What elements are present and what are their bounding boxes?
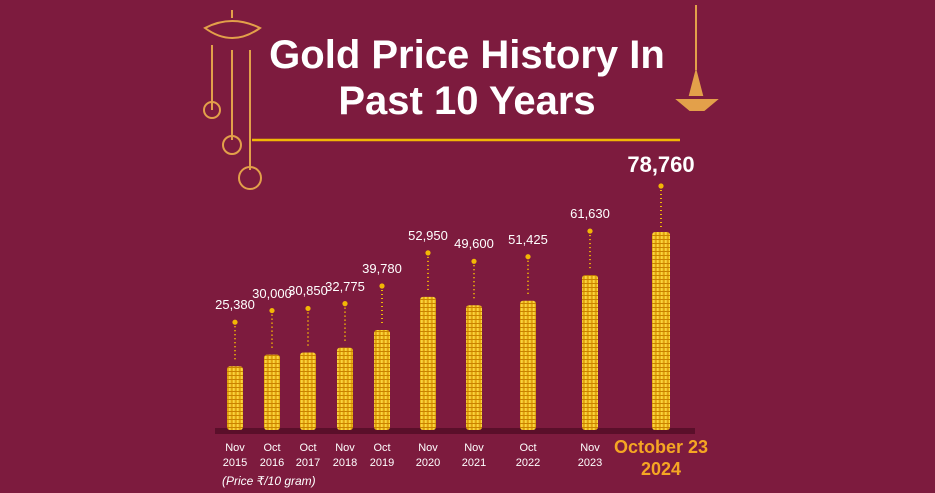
leader-dot (232, 319, 238, 325)
leader-dot (305, 305, 311, 312)
coin-stack (337, 347, 353, 430)
x-tick-label: Nov 2020 (415, 442, 441, 469)
x-tick-label: Oct 2016 (259, 442, 285, 469)
value-label: 32,775 (325, 278, 365, 294)
value-label: 25,380 (215, 297, 255, 313)
shelf (215, 428, 695, 434)
value-label: 30,850 (288, 283, 328, 299)
leader-dot (269, 307, 275, 314)
leader-dot (658, 183, 664, 189)
value-label: 49,600 (454, 236, 494, 252)
x-tick-label: Nov 2023 (577, 442, 603, 469)
coin-stack (420, 296, 436, 430)
coin-stack (374, 329, 390, 430)
coin-stack (264, 354, 280, 430)
coin-stack (466, 305, 482, 430)
value-label: 51,425 (508, 231, 548, 247)
coin-stack (652, 232, 670, 430)
value-label: 39,780 (362, 260, 402, 276)
x-tick-label: Oct 2022 (515, 442, 541, 469)
chart-title: Gold Price History In Past 10 Years (269, 33, 665, 123)
coin-stack (227, 366, 243, 430)
x-tick-label: Oct 2017 (295, 442, 321, 469)
coin-stack (520, 300, 536, 430)
leader-dot (587, 228, 593, 234)
unit-note: (Price ₹/10 gram) (222, 474, 316, 488)
value-label: 52,950 (408, 227, 448, 243)
leader-dot (471, 258, 477, 264)
x-tick-label: October 23 2024 (613, 437, 709, 479)
decoration (203, 5, 719, 190)
value-label: 78,760 (627, 152, 695, 177)
x-tick-label: Oct 2019 (369, 442, 395, 469)
value-label: 61,630 (570, 206, 610, 222)
leader-dot (379, 283, 385, 289)
value-label: 30,000 (252, 285, 292, 301)
leader-dot (425, 250, 431, 256)
leader-dot (342, 301, 348, 307)
leader-dot (525, 254, 531, 260)
coin-stack (300, 352, 316, 430)
coin-stack (582, 275, 598, 430)
x-tick-label: Nov 2021 (461, 442, 487, 469)
x-tick-label: Nov 2015 (222, 442, 248, 469)
x-tick-label: Nov 2018 (332, 442, 358, 469)
